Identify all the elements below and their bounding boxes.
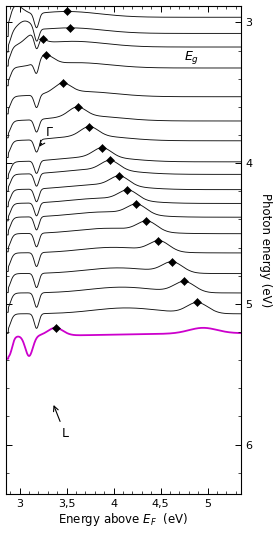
Text: Γ: Γ [40, 125, 53, 146]
Text: L: L [54, 406, 68, 440]
Y-axis label: Photon energy (eV): Photon energy (eV) [259, 193, 272, 307]
X-axis label: Energy above $E_F$  (eV): Energy above $E_F$ (eV) [58, 512, 188, 529]
Text: $E_g$: $E_g$ [184, 49, 199, 66]
